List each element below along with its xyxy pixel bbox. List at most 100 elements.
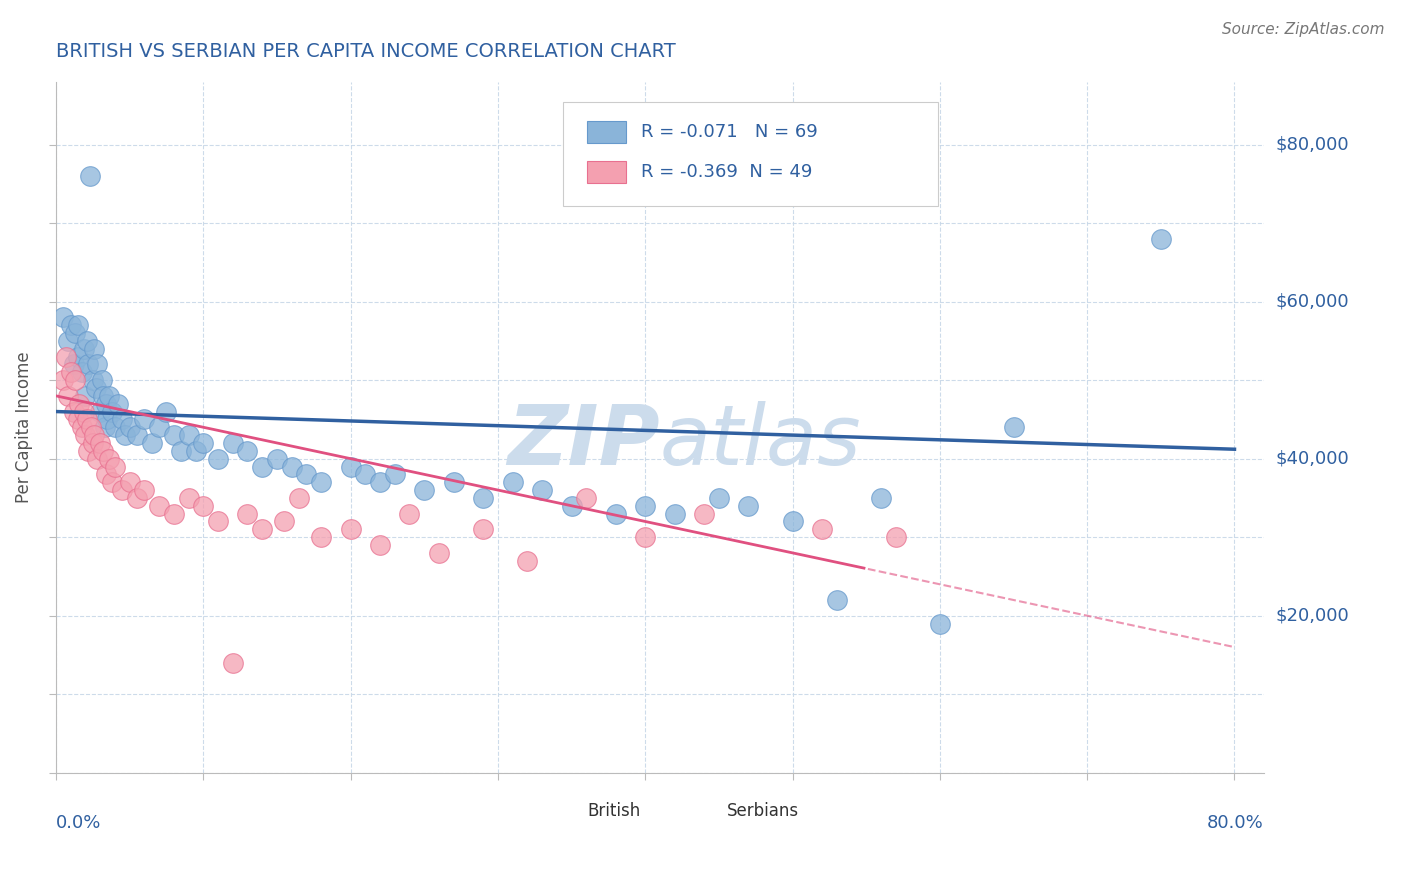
Point xyxy=(104,420,127,434)
Text: Source: ZipAtlas.com: Source: ZipAtlas.com xyxy=(1222,22,1385,37)
Text: $60,000: $60,000 xyxy=(1275,293,1348,310)
Point xyxy=(193,436,215,450)
Point xyxy=(193,499,215,513)
Point xyxy=(77,443,100,458)
Point xyxy=(413,483,436,497)
Point xyxy=(1150,232,1173,246)
Point xyxy=(56,389,79,403)
Point xyxy=(288,491,311,505)
Text: $20,000: $20,000 xyxy=(1275,607,1348,624)
Point xyxy=(101,404,124,418)
Point xyxy=(184,443,207,458)
Point xyxy=(73,342,96,356)
Text: 80.0%: 80.0% xyxy=(1208,814,1264,832)
Point xyxy=(148,499,170,513)
Point xyxy=(118,420,141,434)
Point xyxy=(111,483,134,497)
Point xyxy=(97,389,120,403)
Point xyxy=(59,318,82,333)
Point xyxy=(89,404,111,418)
Point xyxy=(86,451,108,466)
Point xyxy=(236,507,259,521)
Text: R = -0.369  N = 49: R = -0.369 N = 49 xyxy=(641,162,813,180)
FancyBboxPatch shape xyxy=(588,121,626,144)
Point xyxy=(309,530,332,544)
Point xyxy=(83,342,105,356)
Point xyxy=(236,443,259,458)
Point xyxy=(368,538,391,552)
Point xyxy=(114,428,136,442)
Point xyxy=(295,467,318,482)
Text: R = -0.071   N = 69: R = -0.071 N = 69 xyxy=(641,123,817,141)
Point xyxy=(125,491,148,505)
FancyBboxPatch shape xyxy=(557,804,583,819)
Point xyxy=(280,459,302,474)
Point xyxy=(96,412,118,426)
Point xyxy=(531,483,554,497)
Point xyxy=(55,350,77,364)
Point xyxy=(443,475,465,490)
Point xyxy=(91,389,114,403)
Point xyxy=(69,397,91,411)
Point xyxy=(75,389,97,403)
Point xyxy=(634,530,657,544)
Point xyxy=(250,459,273,474)
Point xyxy=(111,412,134,426)
Point xyxy=(83,428,105,442)
Text: 0.0%: 0.0% xyxy=(56,814,101,832)
Point xyxy=(72,365,94,379)
Point xyxy=(472,491,495,505)
Point xyxy=(707,491,730,505)
Text: $80,000: $80,000 xyxy=(1275,136,1348,153)
Text: British: British xyxy=(588,802,641,820)
Point xyxy=(118,475,141,490)
Point xyxy=(170,443,193,458)
Point xyxy=(72,420,94,434)
Point xyxy=(384,467,406,482)
Point xyxy=(89,436,111,450)
Point xyxy=(339,459,361,474)
Point xyxy=(62,358,84,372)
Point xyxy=(141,436,163,450)
Point xyxy=(155,404,177,418)
Point xyxy=(107,397,129,411)
Point xyxy=(575,491,598,505)
Text: Serbians: Serbians xyxy=(727,802,799,820)
Point xyxy=(94,397,117,411)
Point xyxy=(309,475,332,490)
Point xyxy=(62,404,84,418)
Point xyxy=(398,507,420,521)
Point xyxy=(93,420,115,434)
Point xyxy=(339,522,361,536)
Point xyxy=(56,334,79,348)
Point xyxy=(222,436,245,450)
FancyBboxPatch shape xyxy=(588,161,626,183)
Point xyxy=(825,593,848,607)
FancyBboxPatch shape xyxy=(564,103,938,206)
Text: $40,000: $40,000 xyxy=(1275,450,1348,467)
Point xyxy=(502,475,524,490)
Point xyxy=(266,451,288,466)
Point xyxy=(94,467,117,482)
Point xyxy=(427,546,450,560)
Point xyxy=(811,522,834,536)
Point xyxy=(82,436,104,450)
Point xyxy=(66,350,89,364)
Point xyxy=(737,499,759,513)
Point xyxy=(75,428,97,442)
Point xyxy=(222,656,245,670)
Point xyxy=(782,515,804,529)
Point xyxy=(134,412,156,426)
Point xyxy=(634,499,657,513)
Point xyxy=(207,451,229,466)
Point xyxy=(472,522,495,536)
Point xyxy=(664,507,686,521)
Point xyxy=(125,428,148,442)
Text: BRITISH VS SERBIAN PER CAPITA INCOME CORRELATION CHART: BRITISH VS SERBIAN PER CAPITA INCOME COR… xyxy=(56,42,676,61)
Point xyxy=(134,483,156,497)
Point xyxy=(1002,420,1025,434)
Point xyxy=(63,373,86,387)
Point xyxy=(177,428,200,442)
Point xyxy=(86,358,108,372)
Point xyxy=(82,373,104,387)
